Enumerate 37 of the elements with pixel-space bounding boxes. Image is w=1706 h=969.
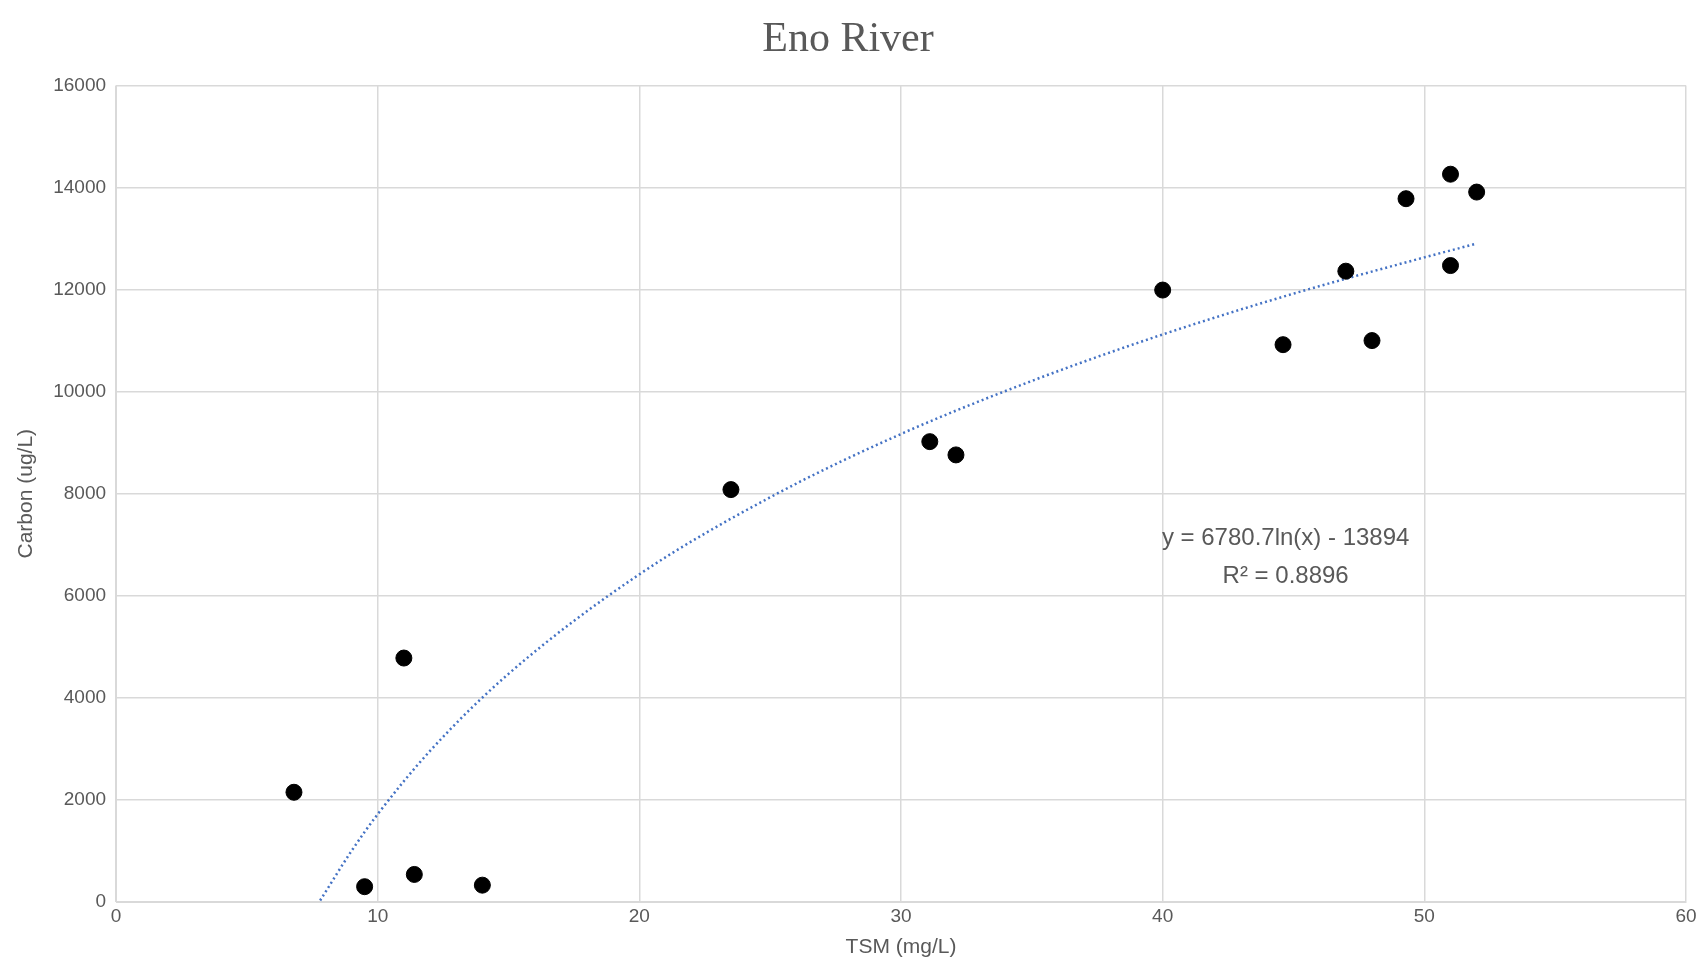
point [1337, 262, 1355, 280]
point [356, 878, 374, 896]
point [722, 481, 740, 499]
point [405, 865, 423, 883]
y-tick-label: 12000 [53, 277, 107, 299]
y-tick-label: 14000 [53, 175, 107, 197]
point [1442, 165, 1460, 183]
x-tick-label: 20 [628, 904, 650, 926]
x-tick-label: 40 [1152, 904, 1174, 926]
y-tick-label: 4000 [63, 686, 107, 708]
chart-title: Eno River [762, 14, 934, 61]
y-axis-title: Carbon (ug/L) [13, 428, 37, 559]
x-tick-label: 0 [110, 904, 122, 926]
y-tick-label: 2000 [63, 788, 107, 810]
point [1363, 332, 1381, 350]
point [921, 433, 939, 451]
point [1468, 183, 1486, 201]
y-tick-label: 10000 [53, 379, 107, 401]
x-tick-label: 50 [1413, 904, 1435, 926]
point [1442, 257, 1460, 275]
y-tick-label: 8000 [63, 481, 107, 503]
x-tick-label: 60 [1675, 904, 1697, 926]
y-tick-label: 6000 [63, 584, 107, 606]
x-axis-title: TSM (mg/L) [845, 934, 957, 958]
point [947, 446, 965, 464]
annotation: R² = 0.8896 [1222, 561, 1349, 589]
point [1397, 190, 1415, 208]
point [395, 649, 413, 667]
x-tick-label: 10 [367, 904, 389, 926]
point [1154, 281, 1172, 299]
x-tick-label: 30 [890, 904, 912, 926]
y-tick-label: 16000 [53, 73, 107, 95]
point [473, 876, 491, 894]
point [1274, 336, 1292, 354]
annotation: y = 6780.7ln(x) - 13894 [1161, 523, 1410, 551]
point [285, 783, 303, 801]
y-tick-label: 0 [95, 890, 107, 912]
